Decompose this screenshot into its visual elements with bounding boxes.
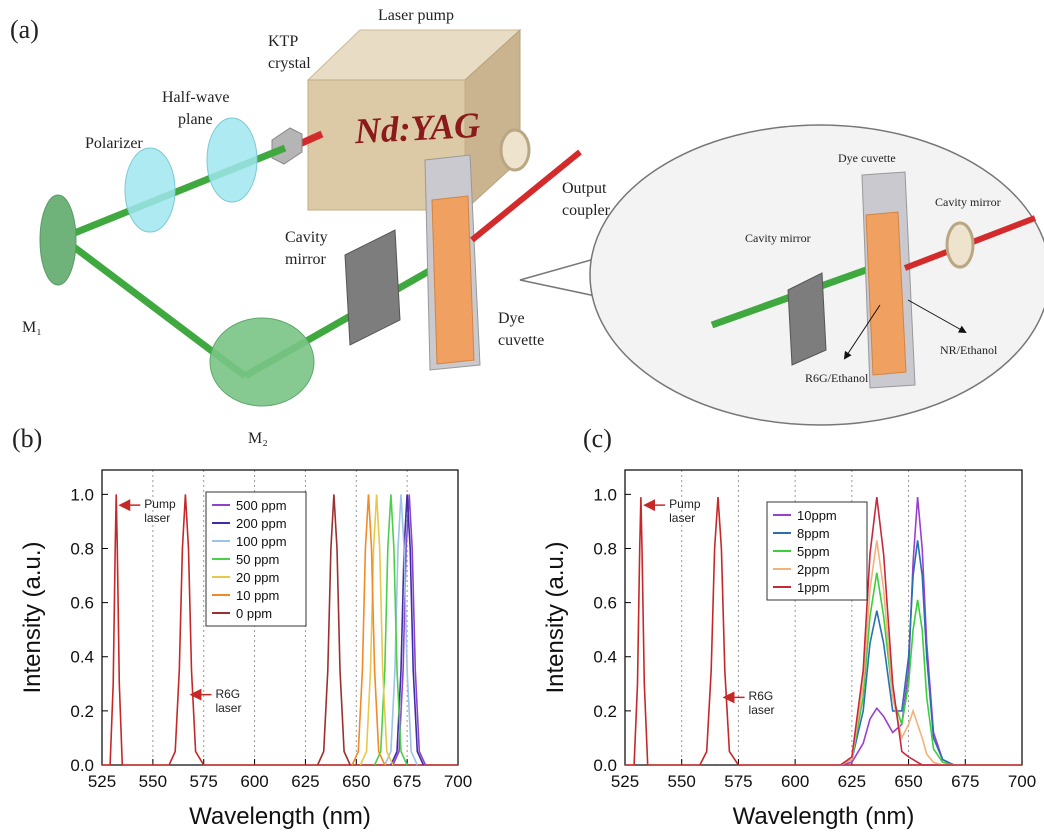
figure: (a) Laser pump Nd:YAG KTP crystal Half-w… bbox=[0, 0, 1044, 835]
label: Dye cuvette bbox=[838, 151, 896, 165]
label: Polarizer bbox=[85, 135, 143, 152]
x-axis-title: Wavelength (nm) bbox=[189, 803, 371, 830]
x-tick-label: 575 bbox=[724, 772, 752, 791]
y-tick-label: 0.6 bbox=[593, 594, 617, 613]
legend-label: 500 ppm bbox=[236, 498, 287, 513]
label: plane bbox=[178, 111, 213, 128]
x-tick-label: 675 bbox=[393, 772, 421, 791]
legend-label: 1ppm bbox=[797, 580, 830, 595]
legend-label: 20 ppm bbox=[236, 570, 279, 585]
label: mirror bbox=[285, 251, 327, 268]
annotation: Pump laser bbox=[669, 497, 715, 531]
label: R6G/Ethanol bbox=[805, 371, 869, 385]
label: Cavity mirror bbox=[935, 195, 1001, 209]
annotation: Pump laser bbox=[144, 497, 190, 531]
x-tick-label: 600 bbox=[781, 772, 809, 791]
x-tick-label: 575 bbox=[190, 772, 218, 791]
panel-label: (b) bbox=[12, 424, 42, 453]
y-axis-title: Intensity (a.u.) bbox=[19, 541, 46, 693]
annotation-text: Pump laser bbox=[144, 497, 190, 525]
y-tick-label: 1.0 bbox=[70, 485, 94, 504]
legend-label: 8ppm bbox=[797, 526, 830, 541]
x-tick-label: 700 bbox=[444, 772, 472, 791]
spectrum-line bbox=[318, 494, 351, 765]
legend: 500 ppm 200 ppm 100 ppm 50 ppm 20 ppm 10 ppm 0… bbox=[206, 492, 306, 626]
label: cuvette bbox=[498, 332, 544, 349]
label: Nd:YAG bbox=[353, 105, 481, 152]
y-tick-label: 0.8 bbox=[593, 539, 617, 558]
x-tick-label: 550 bbox=[139, 772, 167, 791]
label: crystal bbox=[268, 55, 311, 72]
annotation-text: R6G laser bbox=[749, 689, 795, 717]
x-tick-label: 625 bbox=[291, 772, 319, 791]
annotation: R6G laser bbox=[749, 689, 795, 723]
x-tick-label: 600 bbox=[240, 772, 268, 791]
y-tick-label: 0.4 bbox=[70, 648, 94, 667]
x-tick-label: 650 bbox=[342, 772, 370, 791]
x-axis-title: Wavelength (nm) bbox=[733, 803, 915, 830]
legend-label: 100 ppm bbox=[236, 534, 287, 549]
label: Dye bbox=[498, 310, 525, 327]
x-tick-label: 550 bbox=[668, 772, 696, 791]
y-tick-label: 0.2 bbox=[593, 702, 617, 721]
annotation: R6G laser bbox=[215, 687, 261, 721]
panel-label: (a) bbox=[10, 15, 39, 44]
x-tick-label: 700 bbox=[1008, 772, 1036, 791]
x-tick-label: 675 bbox=[951, 772, 979, 791]
legend-label: 5ppm bbox=[797, 544, 830, 559]
y-tick-label: 1.0 bbox=[593, 485, 617, 504]
annotation-text: R6G laser bbox=[215, 687, 261, 715]
label: coupler bbox=[562, 202, 611, 219]
panel-label: (c) bbox=[583, 424, 612, 453]
label: Cavity mirror bbox=[745, 231, 811, 245]
legend-label: 2ppm bbox=[797, 562, 830, 577]
y-tick-label: 0.4 bbox=[593, 648, 617, 667]
label: KTP bbox=[268, 33, 298, 50]
y-tick-label: 0.2 bbox=[70, 702, 94, 721]
legend-label: 200 ppm bbox=[236, 516, 287, 531]
legend-label: 10 ppm bbox=[236, 588, 279, 603]
legend-label: 50 ppm bbox=[236, 552, 279, 567]
x-tick-label: 650 bbox=[894, 772, 922, 791]
y-tick-label: 0.0 bbox=[593, 756, 617, 775]
y-tick-label: 0.0 bbox=[70, 756, 94, 775]
legend: 10ppm 8ppm 5ppm 2ppm 1ppm bbox=[767, 502, 867, 600]
y-axis-title: Intensity (a.u.) bbox=[542, 541, 569, 693]
label: Output bbox=[562, 180, 607, 197]
label: M₂ bbox=[248, 430, 268, 447]
y-tick-label: 0.8 bbox=[70, 539, 94, 558]
label: Half-wave bbox=[162, 89, 230, 106]
legend-label: 0 ppm bbox=[236, 606, 272, 621]
label: NR/Ethanol bbox=[940, 343, 998, 357]
legend-label: 10ppm bbox=[797, 508, 837, 523]
label: Laser pump bbox=[378, 7, 454, 24]
annotation-text: Pump laser bbox=[669, 497, 715, 525]
y-tick-label: 0.6 bbox=[70, 594, 94, 613]
x-tick-label: 625 bbox=[838, 772, 866, 791]
label: Cavity bbox=[285, 229, 328, 246]
label: M₁ bbox=[22, 319, 42, 336]
